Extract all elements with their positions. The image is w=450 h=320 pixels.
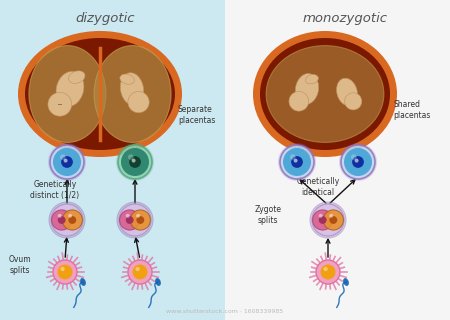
Ellipse shape [343, 278, 349, 286]
Text: Ovum
splits: Ovum splits [9, 255, 32, 275]
Text: dizygotic: dizygotic [75, 12, 135, 25]
Circle shape [116, 143, 154, 181]
Circle shape [132, 159, 135, 163]
Circle shape [324, 267, 328, 271]
Circle shape [136, 214, 140, 218]
Circle shape [58, 265, 72, 279]
Circle shape [128, 154, 134, 160]
Circle shape [323, 210, 343, 230]
Circle shape [290, 154, 296, 160]
Circle shape [351, 154, 356, 160]
Ellipse shape [295, 74, 319, 104]
Ellipse shape [120, 74, 134, 84]
Ellipse shape [253, 31, 397, 157]
Circle shape [61, 156, 73, 168]
Circle shape [50, 145, 84, 179]
Circle shape [58, 214, 62, 218]
Text: www.shutterstock.com · 1608339985: www.shutterstock.com · 1608339985 [166, 309, 284, 314]
Ellipse shape [68, 71, 85, 84]
Circle shape [119, 204, 151, 236]
Circle shape [329, 214, 333, 218]
Circle shape [120, 210, 140, 230]
Circle shape [51, 204, 83, 236]
Circle shape [344, 148, 372, 176]
Circle shape [133, 265, 148, 279]
Circle shape [58, 216, 66, 224]
Circle shape [283, 148, 311, 176]
Circle shape [341, 145, 375, 179]
Circle shape [128, 260, 152, 284]
Ellipse shape [29, 46, 106, 142]
Circle shape [53, 148, 81, 176]
Circle shape [345, 93, 362, 110]
Ellipse shape [266, 46, 384, 142]
Circle shape [53, 260, 77, 284]
Circle shape [278, 143, 316, 181]
Circle shape [118, 145, 152, 179]
Circle shape [68, 216, 76, 224]
Ellipse shape [306, 75, 318, 84]
Ellipse shape [18, 31, 182, 157]
Circle shape [126, 216, 134, 224]
Circle shape [319, 216, 327, 224]
Circle shape [280, 145, 314, 179]
Ellipse shape [337, 78, 357, 106]
Ellipse shape [68, 88, 76, 94]
Circle shape [60, 267, 65, 271]
Circle shape [52, 210, 72, 230]
Ellipse shape [80, 278, 86, 286]
Text: Zygote
splits: Zygote splits [255, 205, 282, 225]
Ellipse shape [25, 38, 175, 150]
Text: monozygotic: monozygotic [302, 12, 387, 25]
Circle shape [62, 210, 82, 230]
Circle shape [130, 210, 150, 230]
Circle shape [48, 143, 86, 181]
Circle shape [313, 210, 333, 230]
Circle shape [135, 267, 140, 271]
Circle shape [339, 143, 377, 181]
Circle shape [316, 260, 340, 284]
Circle shape [320, 265, 335, 279]
Circle shape [310, 202, 346, 238]
Circle shape [128, 92, 149, 113]
Circle shape [352, 156, 364, 168]
Circle shape [126, 214, 130, 218]
Circle shape [63, 159, 68, 163]
Circle shape [291, 156, 303, 168]
Circle shape [68, 214, 72, 218]
Circle shape [312, 204, 344, 236]
Circle shape [49, 202, 85, 238]
Circle shape [289, 92, 309, 111]
Text: Shared
placentas: Shared placentas [393, 100, 430, 120]
Text: Genetically
distinct (1/2): Genetically distinct (1/2) [31, 180, 80, 200]
Circle shape [60, 154, 66, 160]
Circle shape [329, 216, 337, 224]
Circle shape [294, 159, 297, 163]
Circle shape [355, 159, 359, 163]
Ellipse shape [94, 46, 171, 142]
Ellipse shape [120, 73, 144, 105]
Text: Genetically
identical: Genetically identical [297, 177, 340, 197]
Ellipse shape [56, 71, 84, 107]
Circle shape [136, 216, 144, 224]
Circle shape [117, 202, 153, 238]
Bar [225, 0, 450, 320]
Circle shape [129, 156, 141, 168]
Circle shape [121, 148, 149, 176]
Text: Separate
placentas: Separate placentas [178, 105, 216, 125]
Bar [0, 0, 225, 320]
Circle shape [48, 92, 72, 116]
Circle shape [319, 214, 323, 218]
Ellipse shape [260, 38, 390, 150]
Ellipse shape [155, 278, 161, 286]
